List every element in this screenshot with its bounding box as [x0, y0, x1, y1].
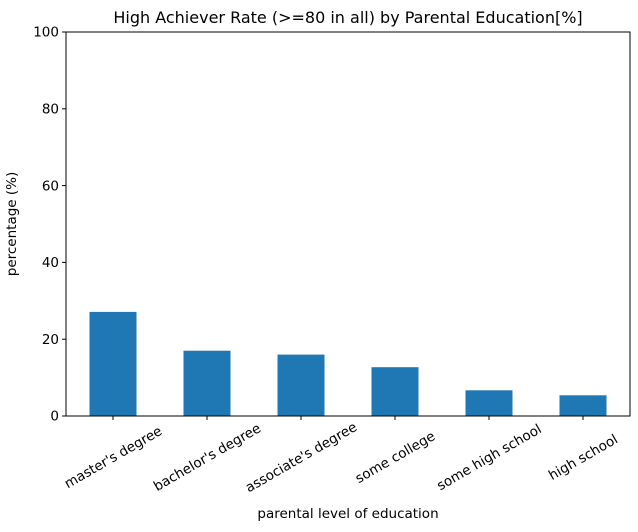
bar-bachelor-s-degree	[183, 350, 231, 416]
y-tick-label: 80	[42, 102, 59, 118]
y-axis-label: percentage (%)	[4, 172, 20, 277]
bar-high-school	[559, 395, 607, 416]
y-tick-label: 0	[50, 409, 59, 425]
x-tick-label-high-school: high school	[546, 431, 621, 483]
y-tick-label: 20	[42, 332, 59, 348]
x-axis-label: parental level of education	[257, 506, 438, 522]
plot-frame	[65, 31, 631, 417]
chart-title: High Achiever Rate (>=80 in all) by Pare…	[113, 8, 582, 27]
y-tick-label: 100	[33, 25, 59, 41]
bar-some-high-school	[465, 390, 513, 416]
bars-layer	[89, 311, 607, 416]
x-tick-label-some-high-school: some high school	[434, 421, 544, 494]
bar-some-college	[371, 367, 419, 416]
y-tick-label: 60	[42, 178, 59, 194]
bar-master-s-degree	[89, 311, 137, 416]
y-tick-label: 40	[42, 255, 59, 271]
x-tick-label-some-college: some college	[353, 428, 438, 487]
x-tick-label-master-s-degree: master's degree	[62, 423, 165, 492]
bar-associate-s-degree	[277, 354, 325, 416]
